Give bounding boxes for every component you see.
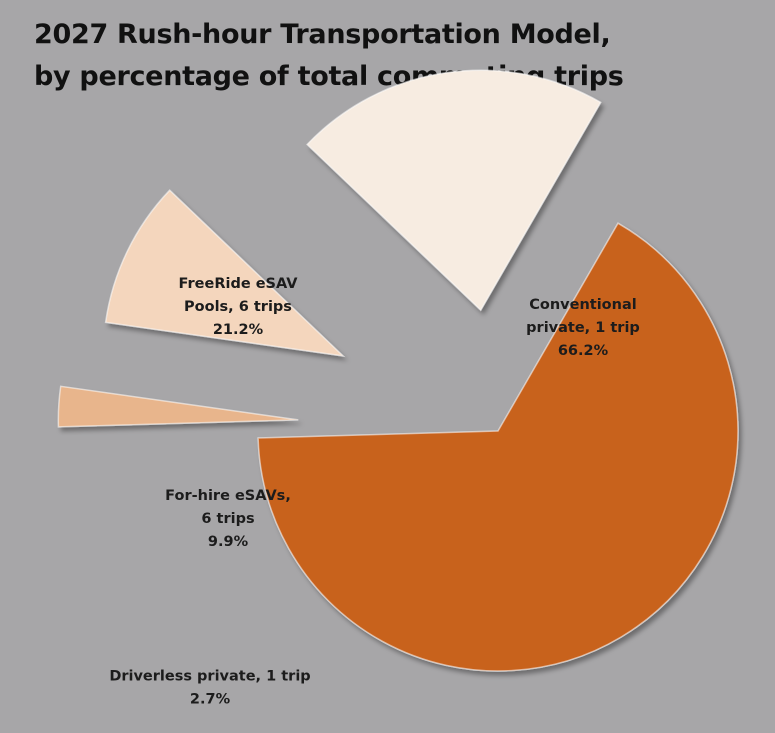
- slice-conventional-private: [257, 222, 739, 672]
- label-conventional-private-line-2: private, 1 trip: [526, 320, 640, 336]
- label-freeride-esav-pools-line-2: Pools, 6 trips: [184, 299, 292, 315]
- label-freeride-esav-pools-line-1: FreeRide eSAV: [179, 276, 299, 292]
- label-conventional-private: Conventional private, 1 trip 66.2%: [526, 297, 640, 359]
- label-for-hire-esavs: For-hire eSAVs, 6 trips 9.9%: [165, 488, 291, 550]
- label-freeride-esav-pools: FreeRide eSAV Pools, 6 trips 21.2%: [179, 276, 299, 338]
- label-for-hire-esavs-line-2: 6 trips: [201, 511, 254, 527]
- pie-labels: Conventional private, 1 trip 66.2% Driverle…: [109, 276, 639, 708]
- slice-driverless-private: [57, 385, 299, 428]
- label-conventional-private-line-1: Conventional: [529, 297, 636, 313]
- label-for-hire-esavs-line-1: For-hire eSAVs,: [165, 488, 291, 504]
- label-driverless-private-line-1: Driverless private, 1 trip: [109, 669, 310, 685]
- label-freeride-esav-pools-line-3: 21.2%: [213, 322, 264, 338]
- label-for-hire-esavs-line-3: 9.9%: [208, 534, 249, 550]
- slice-freeride-esav-pools: [306, 69, 602, 312]
- slice-for-hire-esavs: [104, 189, 346, 358]
- chart-title-line-1: 2027 Rush-hour Transportation Model,: [34, 19, 611, 50]
- label-driverless-private: Driverless private, 1 trip 2.7%: [109, 669, 310, 708]
- label-driverless-private-line-2: 2.7%: [190, 692, 231, 708]
- pie-slices: [57, 69, 739, 672]
- label-conventional-private-line-3: 66.2%: [558, 343, 609, 359]
